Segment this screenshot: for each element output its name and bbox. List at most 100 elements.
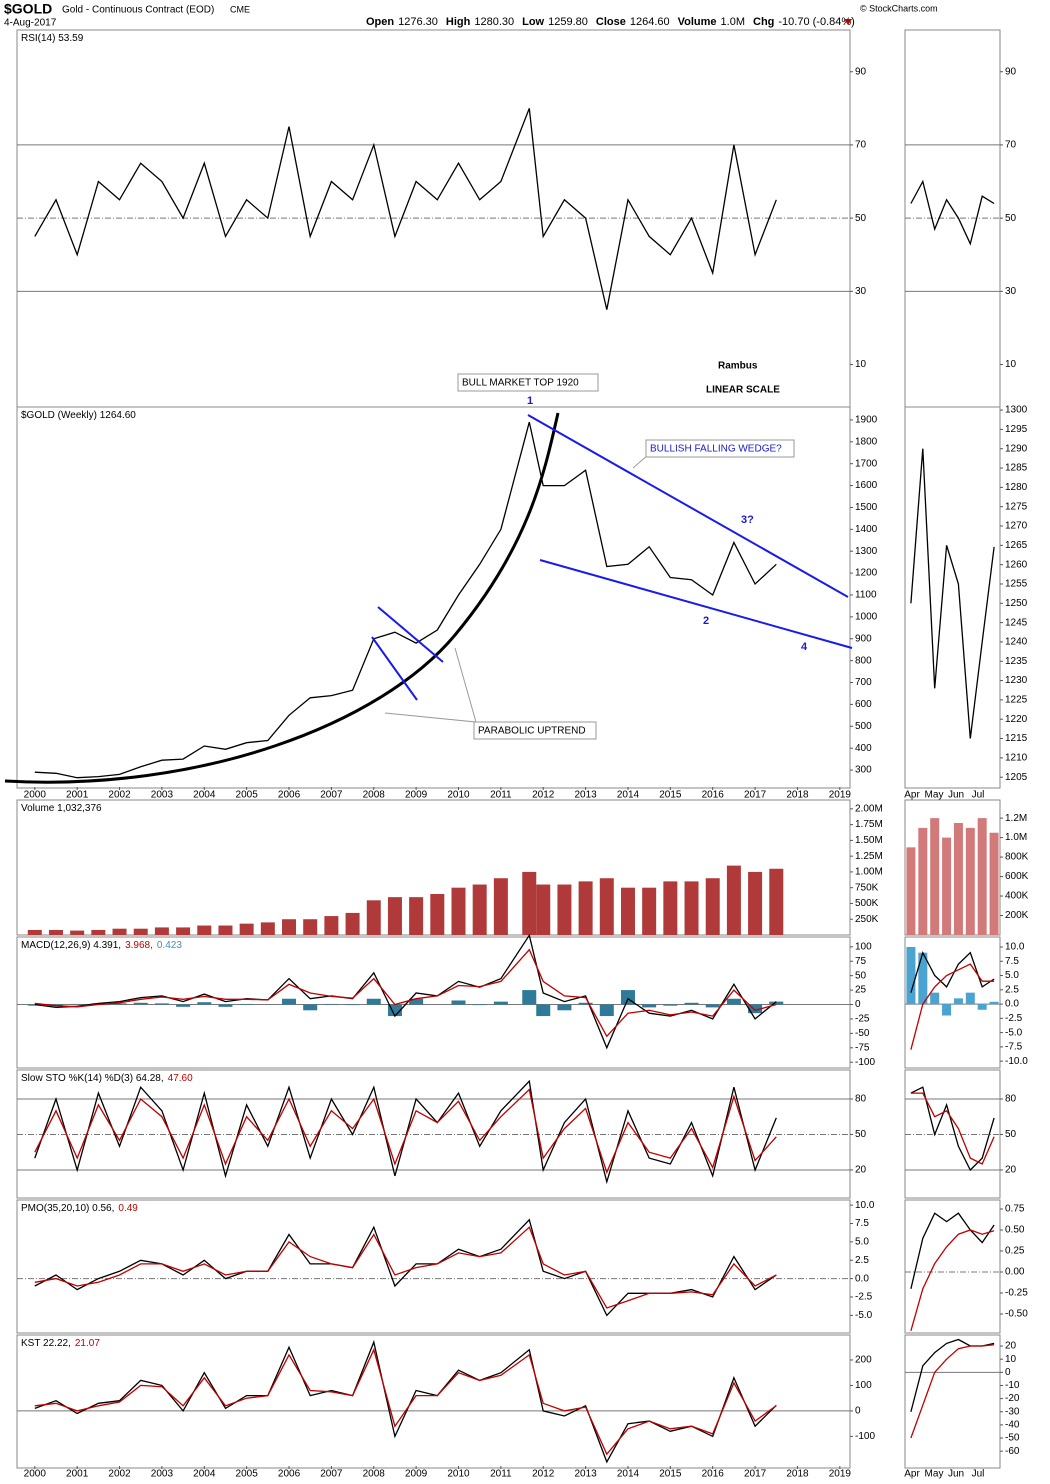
bar (324, 916, 339, 935)
y-tick-label: -0.50 (1005, 1309, 1028, 1320)
y-tick-label: -5.0 (855, 1310, 873, 1321)
y-tick-label: 80 (855, 1094, 867, 1105)
mini-month-label: May (925, 790, 944, 801)
bar (942, 1004, 952, 1016)
parabola (4, 412, 560, 784)
bar (522, 871, 537, 935)
bar (239, 923, 254, 935)
y-tick-label: 1210 (1005, 753, 1028, 764)
annotation: BULLISH FALLING WEDGE? (650, 444, 782, 455)
y-tick-label: 0.0 (855, 1273, 869, 1284)
y-tick-label: -10.0 (1005, 1056, 1028, 1067)
bar (989, 1001, 999, 1005)
series-line (34, 948, 777, 1038)
bar (91, 929, 106, 935)
y-tick-label: 1225 (1005, 695, 1028, 706)
x-tick-label: 2010 (447, 1469, 470, 1480)
y-tick-label: 0 (855, 999, 861, 1010)
panel-legend: MACD(12,26,9) 4.391, 3.968, 0.423 (21, 940, 182, 951)
bar (965, 827, 975, 935)
panel-legend: RSI(14) 53.59 (21, 33, 84, 44)
bar (303, 1004, 318, 1011)
quote-value: 1280.30 (474, 16, 514, 28)
bar (239, 1003, 254, 1005)
mini-month-label: Jun (948, 790, 964, 801)
bar (176, 927, 191, 935)
panel-frame (904, 936, 1001, 1069)
bar (133, 1002, 148, 1005)
x-tick-label: 2005 (236, 1469, 259, 1480)
y-tick-label: 500K (855, 898, 879, 909)
annotation: BULL MARKET TOP 1920 (462, 378, 579, 389)
y-tick-label: 90 (855, 66, 867, 77)
legend-part: RSI(14) 53.59 (21, 33, 84, 44)
series-line (34, 933, 777, 1050)
x-tick-label: 2012 (532, 790, 555, 801)
bar (578, 881, 593, 935)
bar (953, 998, 963, 1005)
series-line (34, 1088, 777, 1175)
series-line (910, 1086, 995, 1172)
x-tick-label: 2009 (405, 1469, 428, 1480)
x-tick-label: 2018 (786, 790, 809, 801)
mini-month-label: May (925, 1469, 944, 1480)
y-tick-label: 1215 (1005, 733, 1028, 744)
panel-frame (904, 1199, 1001, 1334)
y-tick-label: 0 (855, 1406, 861, 1417)
bar (930, 818, 940, 935)
x-tick-label: 2006 (278, 1469, 301, 1480)
y-tick-label: 5.0 (855, 1237, 869, 1248)
y-tick-label: 1600 (855, 480, 878, 491)
quote-value: 1276.30 (398, 16, 438, 28)
legend-part: MACD(12,26,9) 4.391, (21, 940, 121, 951)
y-tick-label: 200K (1005, 910, 1029, 921)
y-tick-label: 7.5 (1005, 956, 1019, 967)
panel-legend: Slow STO %K(14) %D(3) 64.28, 47.60 (21, 1073, 193, 1084)
y-tick-label: 20 (1005, 1165, 1017, 1176)
y-tick-label: 1.25M (855, 851, 883, 862)
quote-label: Open (366, 16, 394, 28)
bar (345, 1004, 360, 1006)
y-tick-label: 5.0 (1005, 970, 1019, 981)
y-tick-label: 1100 (855, 590, 877, 601)
mini-month-label: Apr (904, 790, 920, 801)
bar (218, 1004, 233, 1007)
series-line (910, 1092, 995, 1165)
flag-upper (377, 606, 444, 663)
y-tick-label: 70 (855, 140, 867, 151)
x-tick-label: 2012 (532, 1469, 555, 1480)
bar (27, 929, 42, 935)
callout-box (645, 439, 795, 458)
bar (112, 928, 127, 935)
y-tick-label: 1290 (1005, 443, 1028, 454)
y-tick-label: 1.75M (855, 819, 883, 830)
y-tick-label: -5.0 (1005, 1027, 1023, 1038)
series-line (910, 963, 995, 1050)
y-tick-label: 90 (1005, 66, 1017, 77)
date: 4-Aug-2017 (4, 18, 57, 29)
bar (684, 1002, 699, 1005)
y-tick-label: 7.5 (855, 1218, 869, 1229)
y-tick-label: 1200 (855, 568, 878, 579)
mini-month-label: Jul (972, 1469, 985, 1480)
y-tick-label: -100 (855, 1057, 875, 1068)
panel-frame (904, 799, 1001, 936)
wave-label: 4 (801, 641, 808, 653)
panel-frame (904, 1334, 1001, 1469)
y-tick-label: 700 (855, 677, 872, 688)
panel-legend: Volume 1,032,376 (21, 803, 102, 814)
y-tick-label: 80 (1005, 1094, 1017, 1105)
y-tick-label: 0.25 (1005, 1246, 1025, 1257)
quote-label: Chg (753, 16, 774, 28)
bar (726, 865, 741, 935)
bar (493, 878, 508, 935)
series-line (34, 1226, 777, 1309)
mini-month-label: Apr (904, 1469, 920, 1480)
x-tick-label: 2006 (278, 790, 301, 801)
x-tick-label: 2019 (829, 790, 852, 801)
legend-part: 0.423 (157, 940, 182, 951)
mini-month-label: Jun (948, 1469, 964, 1480)
series-line (910, 448, 995, 739)
mini-month-label: Jul (972, 790, 985, 801)
y-tick-label: 30 (1005, 286, 1017, 297)
